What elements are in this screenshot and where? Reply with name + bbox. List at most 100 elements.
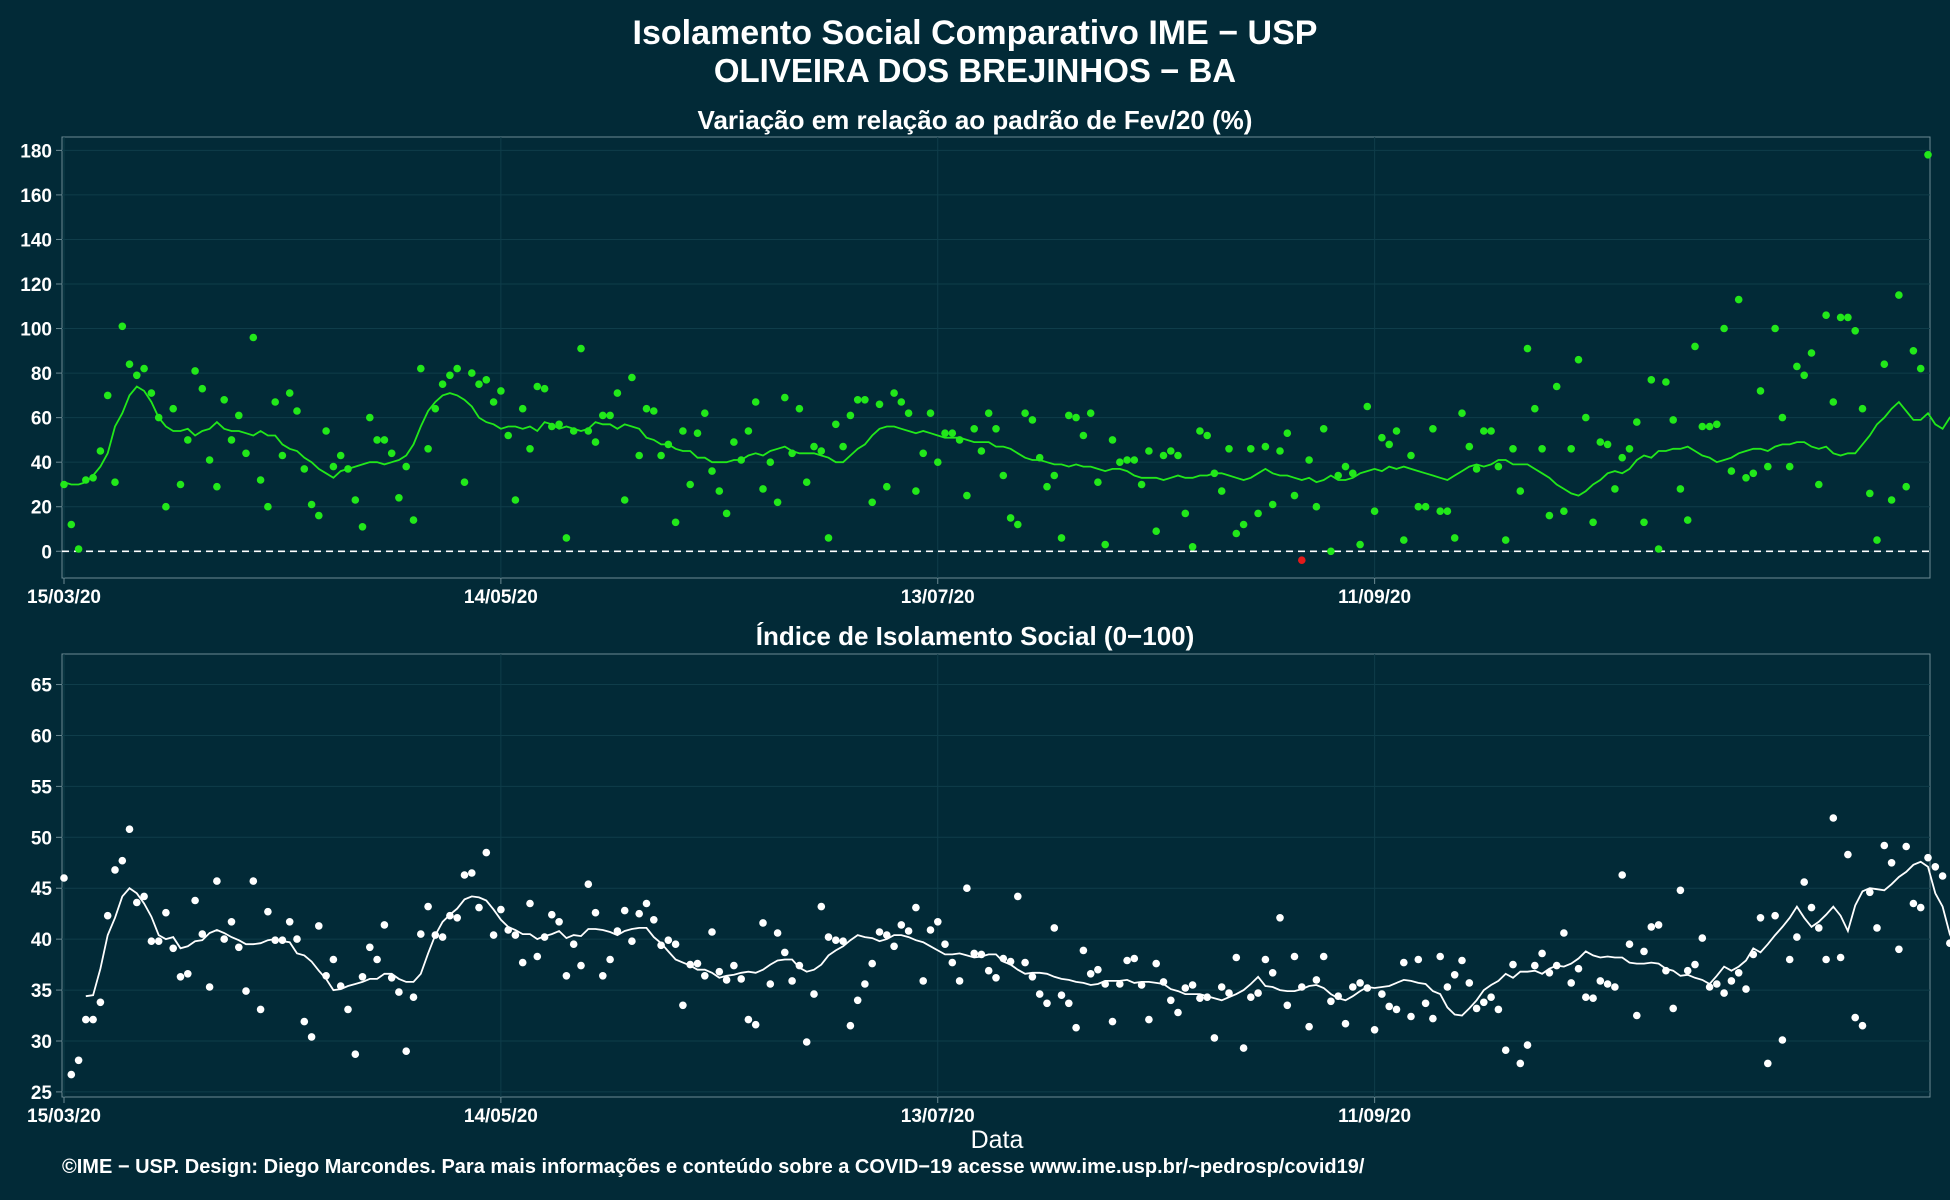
data-point xyxy=(511,931,520,939)
data-point xyxy=(438,380,447,389)
data-point xyxy=(599,972,607,980)
data-point xyxy=(1742,985,1750,993)
data-point xyxy=(934,458,942,467)
data-point xyxy=(1298,556,1306,564)
data-point xyxy=(315,922,323,930)
data-point xyxy=(1647,376,1656,384)
data-point xyxy=(533,382,542,391)
data-point xyxy=(781,393,789,402)
data-point xyxy=(1785,462,1794,471)
data-point xyxy=(387,974,396,982)
data-point xyxy=(1589,994,1597,1002)
data-point xyxy=(1349,469,1357,478)
data-point xyxy=(409,993,418,1001)
data-point xyxy=(1873,536,1881,544)
data-point xyxy=(380,436,389,444)
data-point xyxy=(1924,853,1932,862)
data-point xyxy=(249,877,258,885)
data-point xyxy=(395,988,403,996)
data-point xyxy=(176,480,185,489)
data-point xyxy=(1436,507,1444,515)
data-point xyxy=(1509,445,1517,453)
data-point xyxy=(904,927,913,935)
plot-area xyxy=(61,136,1931,579)
data-point xyxy=(540,384,549,393)
data-point xyxy=(1611,485,1619,493)
data-point xyxy=(489,931,498,939)
y-tick-label: 180 xyxy=(20,141,52,162)
data-point xyxy=(1407,451,1415,460)
data-point xyxy=(1356,540,1364,549)
data-point xyxy=(1392,1005,1401,1014)
data-point xyxy=(657,941,665,950)
data-point xyxy=(1523,344,1532,353)
data-point xyxy=(606,955,614,964)
data-point xyxy=(628,937,636,945)
data-point xyxy=(1494,1005,1503,1014)
y-tick-label: 35 xyxy=(31,981,53,1002)
data-point xyxy=(926,926,935,934)
data-point xyxy=(1378,433,1386,442)
x-tick-label: 11/09/20 xyxy=(1338,587,1411,608)
data-point xyxy=(176,973,185,981)
data-point xyxy=(169,404,177,413)
data-point xyxy=(1698,422,1707,431)
data-point xyxy=(1516,1059,1525,1068)
data-point xyxy=(832,936,840,944)
data-point xyxy=(810,990,818,998)
data-point xyxy=(220,396,228,404)
data-point xyxy=(562,534,571,542)
data-point xyxy=(60,874,68,882)
data-point xyxy=(1552,961,1561,970)
data-point xyxy=(315,511,323,520)
moving-average-line xyxy=(63,385,1950,497)
data-point xyxy=(810,442,818,451)
data-point xyxy=(992,425,1000,433)
footer-credits: ©IME − USP. Design: Diego Marcondes. Par… xyxy=(62,1156,1365,1178)
data-point xyxy=(184,970,192,978)
data-point xyxy=(191,367,199,375)
data-point xyxy=(941,940,949,948)
data-point xyxy=(584,880,593,888)
data-point xyxy=(1727,977,1736,985)
data-point xyxy=(1188,981,1197,989)
data-point xyxy=(744,427,753,435)
data-point xyxy=(1552,382,1561,391)
data-point xyxy=(409,516,418,524)
data-point xyxy=(329,462,338,471)
data-point xyxy=(1094,965,1102,974)
data-point xyxy=(599,411,607,420)
data-point xyxy=(1647,923,1656,931)
data-point xyxy=(1873,924,1881,932)
data-point xyxy=(1400,536,1408,544)
data-point xyxy=(1035,453,1044,462)
data-point xyxy=(970,425,978,433)
data-point xyxy=(963,884,971,892)
data-point xyxy=(1836,953,1845,962)
data-point xyxy=(278,936,287,944)
data-point xyxy=(133,371,141,380)
data-point xyxy=(402,1047,411,1055)
data-point xyxy=(438,933,447,941)
data-point xyxy=(1167,996,1175,1005)
data-point xyxy=(773,929,782,937)
y-tick-label: 120 xyxy=(20,275,52,296)
data-point xyxy=(664,936,673,944)
data-point xyxy=(1116,458,1124,467)
data-point xyxy=(1574,964,1583,973)
data-point xyxy=(1239,520,1248,529)
data-point xyxy=(737,975,745,983)
data-point xyxy=(861,396,869,404)
y-tick-label: 20 xyxy=(31,498,52,519)
data-point xyxy=(1210,1034,1219,1042)
data-point xyxy=(526,445,534,453)
data-point xyxy=(955,977,964,985)
data-point xyxy=(1137,480,1146,489)
data-point xyxy=(1043,999,1051,1008)
data-point xyxy=(577,961,585,970)
y-tick-label: 160 xyxy=(20,186,52,207)
data-point xyxy=(1167,447,1175,455)
data-point xyxy=(1174,1008,1182,1017)
data-point xyxy=(1880,841,1889,850)
